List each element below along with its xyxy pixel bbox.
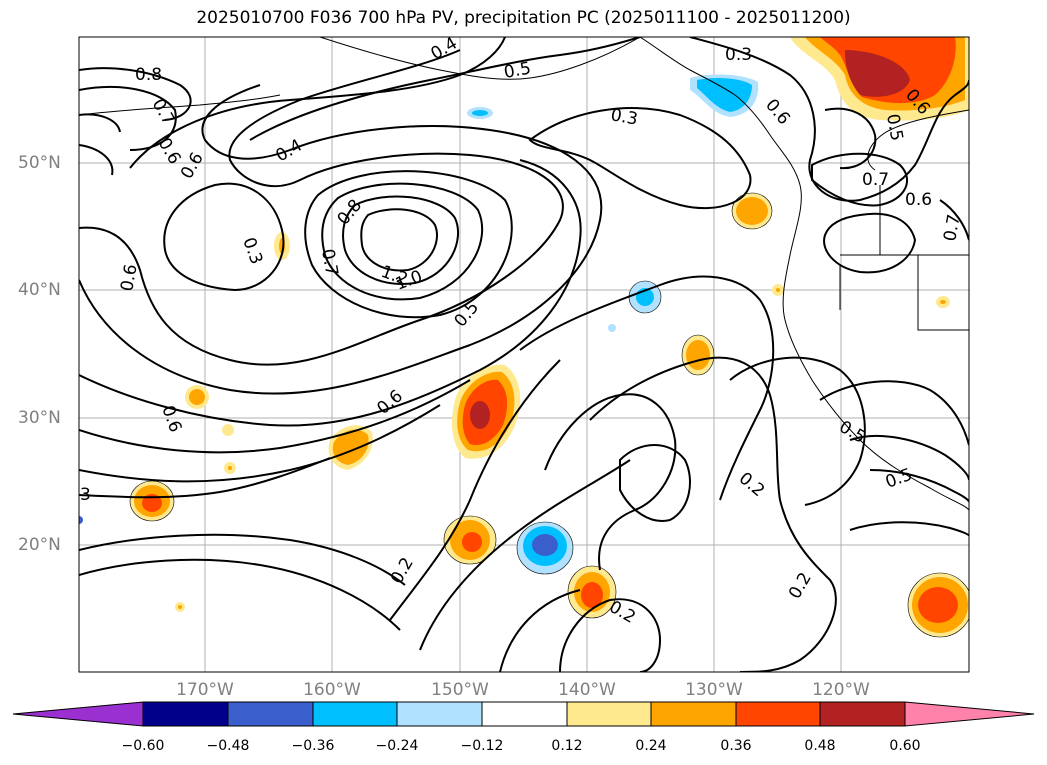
contour-label: 0.3: [238, 235, 266, 267]
contour-label: 0.7: [317, 247, 341, 277]
colorbar-segment: [481, 701, 568, 727]
contour-label: 0.6: [905, 190, 932, 210]
colorbar-tick: 0.12: [551, 738, 583, 754]
contour-label: 0.5: [502, 59, 532, 83]
contour-label: 0.4: [273, 135, 306, 166]
lat-label: 20°N: [18, 535, 61, 555]
map-frame: [78, 36, 970, 673]
lon-label: 130°W: [685, 680, 743, 700]
colorbar-tick: 0.24: [635, 738, 667, 754]
coastlines: [79, 37, 969, 511]
pv-contours: [79, 37, 969, 672]
colorbar-segment: [312, 701, 398, 727]
colorbar: [12, 701, 1035, 727]
colorbar-segment: [735, 701, 821, 727]
contour-label: 0.8: [135, 65, 162, 85]
contour-label: 0.5: [882, 112, 906, 142]
colorbar-segment: [227, 701, 314, 727]
contour-label: 0.2: [735, 469, 769, 502]
colorbar-tick: −0.12: [460, 738, 504, 754]
contour-label: 0.7: [862, 170, 889, 190]
precip-shading: [79, 37, 969, 637]
lon-label: 120°W: [812, 680, 870, 700]
contour-label: 0.3: [609, 105, 639, 129]
contour-label: 0.6: [157, 403, 185, 435]
colorbar-extend-left: [12, 701, 144, 727]
contour-label: 0.7: [940, 213, 964, 243]
colorbar-segment: [819, 701, 906, 727]
lon-label: 170°W: [176, 680, 234, 700]
map-title: 2025010700 F036 700 hPa PV, precipitatio…: [196, 8, 851, 28]
contour-label: 0.2: [387, 554, 418, 587]
colorbar-segment: [396, 701, 483, 727]
contour-label: 0.5: [883, 465, 915, 493]
contour-label: 3: [80, 485, 91, 505]
colorbar-segment: [566, 701, 652, 727]
contour-label: 0.8: [334, 196, 367, 230]
colorbar-tick: 0.48: [804, 738, 836, 754]
colorbar-segment: [142, 701, 229, 727]
colorbar-extend-right: [904, 701, 1035, 727]
contour-label: 0.3: [725, 45, 752, 65]
colorbar-tick: −0.60: [121, 738, 165, 754]
colorbar-tick: −0.48: [206, 738, 250, 754]
lon-label: 150°W: [431, 680, 489, 700]
precip-outlines: [129, 192, 969, 638]
colorbar-tick: 0.36: [720, 738, 752, 754]
contour-label: 0.6: [117, 263, 141, 293]
colorbar-segment: [650, 701, 737, 727]
lon-label: 160°W: [303, 680, 361, 700]
colorbar-tick: −0.24: [375, 738, 419, 754]
colorbar-tick: −0.36: [291, 738, 335, 754]
lon-label: 140°W: [558, 680, 616, 700]
contour-label: 0.5: [451, 298, 484, 332]
lat-label: 40°N: [18, 280, 61, 300]
contour-label: 0.7: [148, 96, 179, 129]
lat-label: 50°N: [18, 153, 61, 173]
contour-label: 0.2: [785, 569, 816, 602]
lat-label: 30°N: [18, 408, 61, 428]
colorbar-tick: 0.60: [889, 738, 921, 754]
contour-label: 0.6: [761, 95, 794, 129]
